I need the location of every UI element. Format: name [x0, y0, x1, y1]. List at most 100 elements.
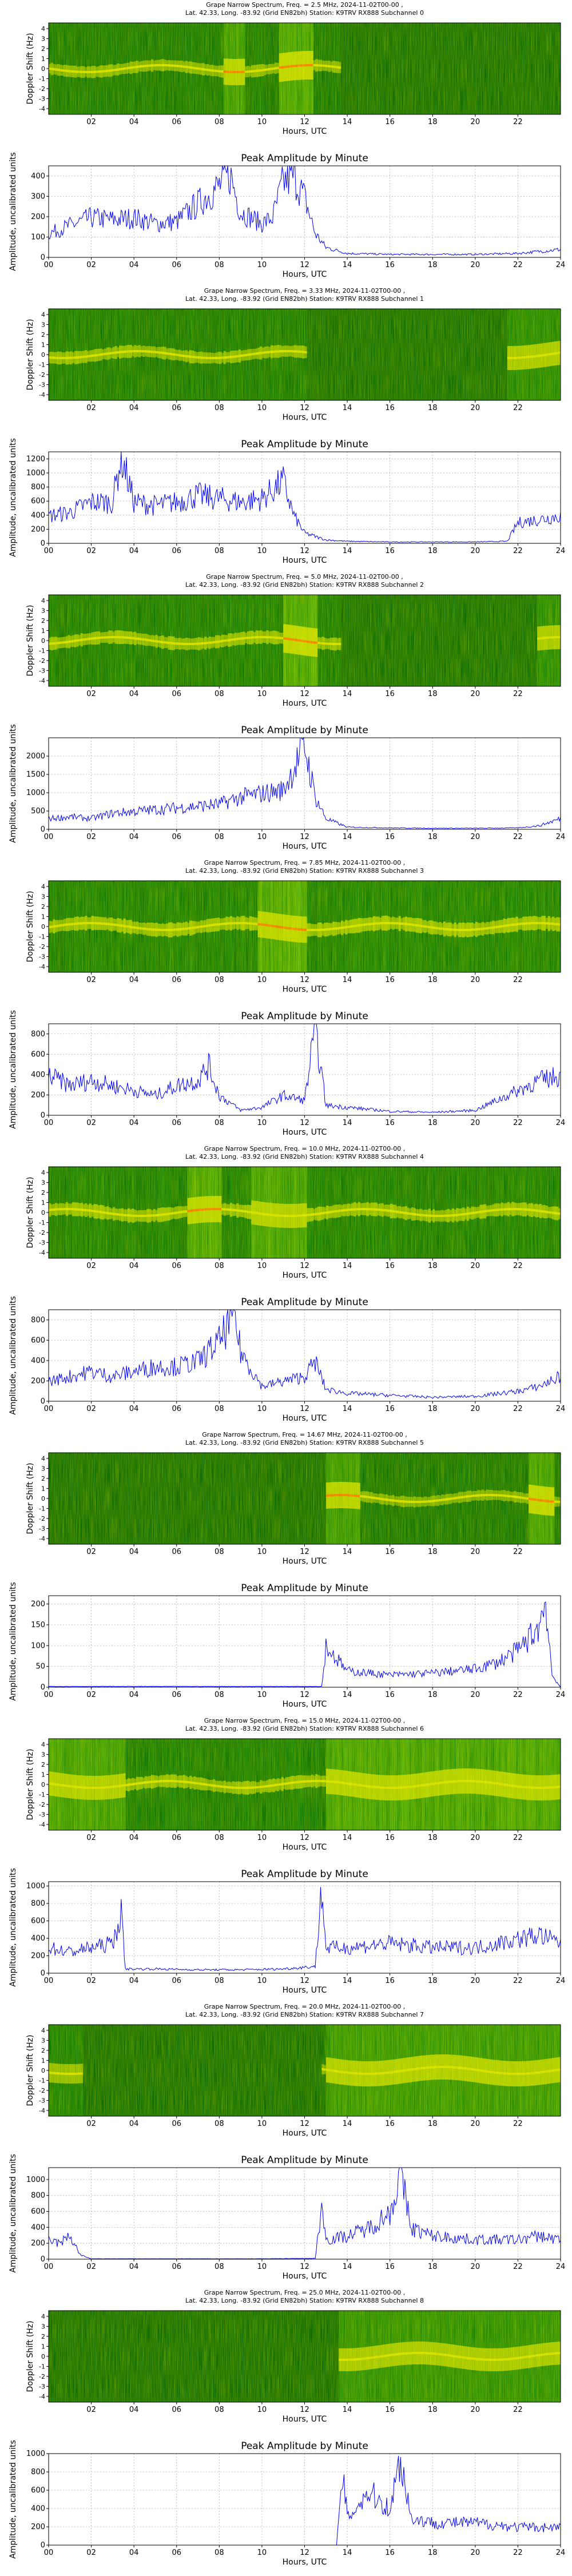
amplitude-chart-8-ytick: 400 — [31, 2505, 45, 2513]
spectrogram-3-ytick: -2 — [39, 943, 45, 951]
spectrogram-4-xtick: 16 — [385, 1262, 395, 1270]
amplitude-chart-3-ylabel: Amplitude, uncalibrated units — [9, 1010, 18, 1129]
spectrogram-5-xtick: 10 — [257, 1548, 267, 1556]
amplitude-chart-1-xlabel: Hours, UTC — [283, 556, 327, 565]
spectrogram-7-ytick: -4 — [39, 2107, 45, 2114]
spectrogram-3-xtick: 12 — [300, 976, 309, 984]
spectrogram-5-xtick: 14 — [343, 1548, 352, 1556]
amplitude-chart-0-xtick: 14 — [343, 261, 352, 269]
amplitude-chart-0-ytick: 300 — [31, 192, 45, 201]
spectrogram-5: Grape Narrow Spectrum, Freq. = 14.67 MHz… — [26, 1431, 561, 1566]
spectrogram-8-title-line2: Lat. 42.33, Long. -83.92 (Grid EN82bh) S… — [185, 2297, 424, 2304]
spectrogram-8-ytick: -4 — [39, 2393, 45, 2400]
spectrogram-7-xlabel: Hours, UTC — [283, 2129, 327, 2138]
spectrogram-1-ylabel: Doppler Shift (Hz) — [26, 319, 35, 391]
spectrogram-2-title-line1: Grape Narrow Spectrum, Freq. = 5.0 MHz, … — [206, 573, 403, 581]
amplitude-chart-4-xtick: 24 — [556, 1405, 566, 1413]
spectrogram-1-ytick: 3 — [41, 321, 45, 329]
spectrogram-7-title-line1: Grape Narrow Spectrum, Freq. = 20.0 MHz,… — [204, 2003, 406, 2010]
spectrogram-8-xtick: 06 — [172, 2406, 181, 2414]
spectrogram-4-xtick: 06 — [172, 1262, 181, 1270]
spectrogram-5-xtick: 08 — [214, 1548, 224, 1556]
amplitude-chart-7-xtick: 14 — [343, 2263, 352, 2271]
spectrogram-5-ytick: 2 — [41, 1475, 45, 1482]
amplitude-chart-6-xtick: 02 — [86, 1977, 96, 1985]
amplitude-chart-7-xtick: 06 — [172, 2263, 181, 2271]
spectrogram-5-xtick: 20 — [471, 1548, 480, 1556]
amplitude-chart-1-xtick: 10 — [257, 547, 267, 555]
amplitude-chart-2-xtick: 00 — [44, 833, 54, 841]
amplitude-chart-1-xtick: 22 — [513, 547, 523, 555]
spectrogram-0-xtick: 10 — [257, 118, 267, 126]
spectrogram-2-ytick: -2 — [39, 657, 45, 665]
spectrogram-4-xtick: 08 — [214, 1262, 224, 1270]
channel-6-group: Grape Narrow Spectrum, Freq. = 15.0 MHz,… — [9, 1717, 565, 1995]
spectrogram-5-xtick: 06 — [172, 1548, 181, 1556]
amplitude-chart-2-xtick: 02 — [86, 833, 96, 841]
spectrogram-1-xtick: 10 — [257, 404, 267, 412]
amplitude-chart-5-xtick: 22 — [513, 1691, 523, 1699]
amplitude-chart-5-xtick: 18 — [428, 1691, 438, 1699]
amplitude-chart-8-ylabel: Amplitude, uncalibrated units — [9, 2440, 18, 2559]
spectrogram-8-ytick: 4 — [41, 2313, 45, 2320]
amplitude-chart-1-ytick: 1000 — [26, 469, 45, 478]
amplitude-chart-6-ytick: 400 — [31, 1934, 45, 1943]
amplitude-chart-3-xtick: 02 — [86, 1119, 96, 1127]
spectrogram-5-xtick: 02 — [86, 1548, 96, 1556]
amplitude-chart-1-ytick: 600 — [31, 497, 45, 506]
spectrogram-3-ytick: 0 — [41, 923, 45, 931]
spectrogram-0-xtick: 08 — [214, 118, 224, 126]
spectrogram-2: Grape Narrow Spectrum, Freq. = 5.0 MHz, … — [26, 573, 561, 708]
spectrogram-1-ytick: 0 — [41, 351, 45, 359]
amplitude-chart-2-ytick: 1000 — [26, 789, 45, 797]
spectrogram-4-xtick: 14 — [343, 1262, 352, 1270]
amplitude-chart-0-ytick: 200 — [31, 213, 45, 221]
spectrogram-2-xtick: 22 — [513, 690, 523, 698]
amplitude-chart-1-ytick: 400 — [31, 511, 45, 520]
spectrogram-2-xtick: 12 — [300, 690, 309, 698]
spectrogram-3-image — [49, 881, 561, 972]
amplitude-chart-2-title: Peak Amplitude by Minute — [241, 725, 368, 736]
spectrogram-0-xtick: 16 — [385, 118, 395, 126]
amplitude-chart-0-ylabel: Amplitude, uncalibrated units — [9, 152, 18, 271]
spectrogram-2-ylabel: Doppler Shift (Hz) — [26, 605, 35, 677]
amplitude-chart-7-xtick: 00 — [44, 2263, 54, 2271]
amplitude-chart-4-xtick: 20 — [471, 1405, 480, 1413]
amplitude-chart-7-xtick: 24 — [556, 2263, 566, 2271]
spectrogram-3-xtick: 22 — [513, 976, 523, 984]
spectrogram-0-ytick: 0 — [41, 65, 45, 73]
amplitude-chart-4-xtick: 12 — [300, 1405, 309, 1413]
amplitude-chart-7-xtick: 20 — [471, 2263, 480, 2271]
amplitude-chart-0-ytick: 400 — [31, 172, 45, 181]
amplitude-chart-2-xtick: 12 — [300, 833, 309, 841]
amplitude-chart-8-xtick: 16 — [385, 2549, 395, 2557]
amplitude-chart-4-ytick: 200 — [31, 1377, 45, 1385]
spectrogram-1-xtick: 18 — [428, 404, 438, 412]
spectrogram-2-ytick: 2 — [41, 617, 45, 625]
amplitude-chart-1-xtick: 18 — [428, 547, 438, 555]
amplitude-chart-0-xlabel: Hours, UTC — [283, 270, 327, 279]
amplitude-chart-2-xtick: 18 — [428, 833, 438, 841]
spectrogram-8-xtick: 16 — [385, 2406, 395, 2414]
spectrogram-4-image — [49, 1167, 561, 1258]
amplitude-chart-0-title: Peak Amplitude by Minute — [241, 153, 368, 164]
spectrogram-6-title-line2: Lat. 42.33, Long. -83.92 (Grid EN82bh) S… — [185, 1725, 424, 1732]
spectrogram-4-ytick: -2 — [39, 1229, 45, 1237]
spectrogram-0-ytick: 3 — [41, 35, 45, 43]
spectrogram-4-xtick: 12 — [300, 1262, 309, 1270]
spectrogram-8: Grape Narrow Spectrum, Freq. = 25.0 MHz,… — [26, 2289, 561, 2424]
amplitude-chart-6-title: Peak Amplitude by Minute — [241, 1869, 368, 1880]
spectrogram-2-ytick: 0 — [41, 637, 45, 645]
spectrogram-6-xtick: 04 — [129, 1834, 139, 1842]
amplitude-chart-8-ytick: 0 — [41, 2541, 45, 2550]
amplitude-chart-3-ytick: 200 — [31, 1091, 45, 1099]
spectrogram-8-ytick: 3 — [41, 2323, 45, 2331]
channel-7-group: Grape Narrow Spectrum, Freq. = 20.0 MHz,… — [9, 2003, 565, 2281]
amplitude-chart-2-xtick: 20 — [471, 833, 480, 841]
spectrogram-8-xtick: 04 — [129, 2406, 139, 2414]
spectrogram-7-ytick: -2 — [39, 2087, 45, 2094]
amplitude-chart-4-xtick: 18 — [428, 1405, 438, 1413]
